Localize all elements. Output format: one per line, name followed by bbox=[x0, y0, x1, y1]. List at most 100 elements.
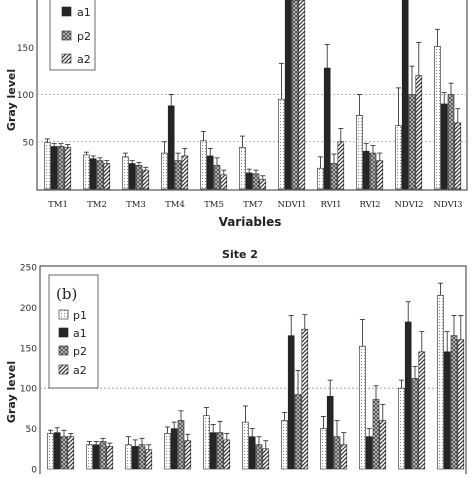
bar-b-TM5-s2 bbox=[216, 432, 224, 470]
bar-b-RVI1-s2 bbox=[333, 436, 341, 470]
error-bar-b-TM5-s2 bbox=[217, 420, 223, 433]
x-ticks-a: TM1 TM2 TM3 TM4 TM5 TM7 NDVI1 RVI1 RVI2 NDVI2 NDVI… bbox=[48, 200, 462, 210]
x-tick-label-a-9: NDVI2 bbox=[394, 200, 423, 210]
y-tick-label-b-1: 50 bbox=[26, 425, 38, 435]
bar-a-TM1-s0 bbox=[44, 142, 51, 190]
error-bar-b-RVI2-s1 bbox=[366, 428, 372, 437]
x-tick-label-a-5: TM7 bbox=[243, 200, 263, 210]
bar-b-TM4-s2 bbox=[177, 420, 185, 470]
y-tick-label-a-2: 150 bbox=[17, 44, 34, 54]
bar-b-TM1-s3 bbox=[67, 436, 75, 470]
error-bar-a-NDVI1-s0 bbox=[278, 62, 284, 100]
bar-a-RVI1-s1 bbox=[323, 67, 331, 190]
legend-label-b-a1: a1 bbox=[73, 327, 87, 340]
bar-b-TM1-s2 bbox=[60, 436, 68, 470]
bar-a-TM7-s0 bbox=[239, 147, 246, 190]
y-ticks-b: 0 50 100 150 200 250 bbox=[20, 264, 38, 476]
bar-a-TM2-s2 bbox=[96, 160, 104, 190]
plot-frame-a bbox=[36, 0, 468, 191]
x-tick-label-a-2: TM3 bbox=[126, 200, 146, 210]
x-tick-label-a-3: TM4 bbox=[165, 200, 185, 210]
bar-b-RVI1-s3 bbox=[340, 444, 348, 470]
error-bar-a-RVI1-s0 bbox=[317, 156, 323, 169]
bar-b-TM1-s1 bbox=[53, 432, 61, 470]
bar-a-TM5-s3 bbox=[220, 174, 228, 190]
bar-b-NDVI2-s2 bbox=[411, 378, 419, 470]
bar-a-TM2-s1 bbox=[89, 158, 97, 190]
bar-b-NDVI1-s3 bbox=[301, 328, 309, 470]
error-bar-a-TM5-s1 bbox=[207, 147, 213, 156]
legend-swatch-a1 bbox=[61, 6, 72, 17]
bar-a-RVI1-s0 bbox=[317, 167, 324, 190]
error-bar-b-TM4-s3 bbox=[185, 433, 191, 441]
error-bar-a-RVI1-s1 bbox=[324, 44, 330, 69]
y-tick-label-a-0: 50 bbox=[23, 138, 35, 148]
legend-a: a1 p2 a2 bbox=[49, 0, 96, 71]
error-bar-a-TM3-s1 bbox=[129, 160, 135, 164]
y-tick-label-b-3: 150 bbox=[20, 344, 37, 354]
x-tick-label-a-0: TM1 bbox=[48, 200, 68, 210]
error-bar-b-TM3-s0 bbox=[125, 436, 131, 445]
bar-a-TM7-s2 bbox=[252, 173, 260, 190]
error-bar-a-TM4-s3 bbox=[182, 147, 188, 156]
bar-a-NDVI1-s3 bbox=[298, 0, 306, 190]
bar-a-TM4-s2 bbox=[174, 160, 182, 190]
bar-a-RVI2-s0 bbox=[356, 114, 363, 190]
bar-a-TM3-s2 bbox=[135, 165, 143, 190]
y-axis-label-b: Gray level bbox=[5, 361, 18, 423]
bar-b-TM2-s1 bbox=[92, 444, 100, 470]
error-bar-b-TM7-s3 bbox=[263, 440, 269, 449]
error-bar-b-TM5-s0 bbox=[203, 407, 209, 416]
error-bar-a-TM2-s0 bbox=[83, 151, 89, 155]
legend-swatch-b-p1 bbox=[58, 309, 69, 320]
bar-a-TM3-s0 bbox=[122, 156, 129, 190]
y-tick-label-b-5: 250 bbox=[20, 264, 37, 274]
bar-a-NDVI3-s0 bbox=[434, 46, 441, 190]
bar-b-NDVI3-s3 bbox=[457, 339, 465, 470]
error-bar-a-NDVI2-s0 bbox=[395, 87, 401, 126]
error-bar-b-TM3-s2 bbox=[139, 437, 145, 445]
bar-b-TM7-s2 bbox=[255, 444, 263, 470]
bar-a-TM3-s1 bbox=[128, 163, 136, 190]
error-bar-b-TM7-s1 bbox=[249, 428, 255, 437]
bars-b bbox=[47, 282, 465, 470]
bar-a-TM4-s3 bbox=[181, 155, 189, 190]
error-bar-a-RVI1-s3 bbox=[338, 128, 344, 142]
x-tick-label-a-8: RVI2 bbox=[359, 200, 380, 210]
error-bar-b-RVI2-s3 bbox=[380, 403, 386, 421]
bar-b-NDVI3-s2 bbox=[450, 335, 458, 470]
error-bar-a-TM1-s2 bbox=[58, 143, 64, 147]
bar-b-TM3-s0 bbox=[125, 444, 132, 470]
bar-a-NDVI3-s3 bbox=[454, 122, 462, 190]
error-bar-a-TM7-s3 bbox=[260, 175, 266, 180]
x-tick-label-a-6: NDVI1 bbox=[277, 200, 306, 210]
error-bar-b-TM2-s0 bbox=[86, 441, 92, 445]
bar-b-RVI2-s3 bbox=[379, 420, 387, 470]
bar-a-TM3-s3 bbox=[142, 169, 150, 190]
error-bar-a-RVI2-s3 bbox=[377, 152, 383, 161]
bar-a-TM1-s3 bbox=[64, 147, 72, 190]
error-bar-a-NDVI2-s3 bbox=[416, 42, 422, 76]
error-bar-b-NDVI2-s1 bbox=[405, 301, 411, 322]
bar-b-TM3-s1 bbox=[131, 446, 139, 470]
bar-a-TM2-s3 bbox=[103, 163, 111, 190]
bar-b-RVI2-s0 bbox=[359, 345, 366, 470]
error-bar-a-TM5-s0 bbox=[200, 130, 206, 141]
error-bar-b-TM3-s1 bbox=[132, 439, 138, 447]
bar-a-NDVI2-s2 bbox=[408, 94, 416, 190]
bar-b-NDVI3-s1 bbox=[443, 351, 451, 470]
y-axis-label-a: Gray level bbox=[5, 69, 18, 131]
bar-a-TM7-s1 bbox=[245, 172, 253, 190]
error-bar-a-RVI2-s2 bbox=[370, 145, 376, 154]
bar-b-TM5-s3 bbox=[223, 439, 231, 470]
bar-b-RVI1-s0 bbox=[320, 428, 327, 470]
error-bar-b-RVI1-s1 bbox=[327, 379, 333, 397]
bar-a-NDVI1-s0 bbox=[278, 98, 285, 190]
legend-swatch-p2 bbox=[61, 30, 72, 41]
bar-b-TM4-s0 bbox=[164, 433, 171, 470]
error-bar-b-RVI2-s0 bbox=[359, 319, 365, 347]
error-bar-b-NDVI2-s3 bbox=[419, 331, 425, 352]
error-bar-b-NDVI3-s3 bbox=[458, 315, 464, 340]
error-bar-a-TM3-s3 bbox=[143, 166, 149, 171]
